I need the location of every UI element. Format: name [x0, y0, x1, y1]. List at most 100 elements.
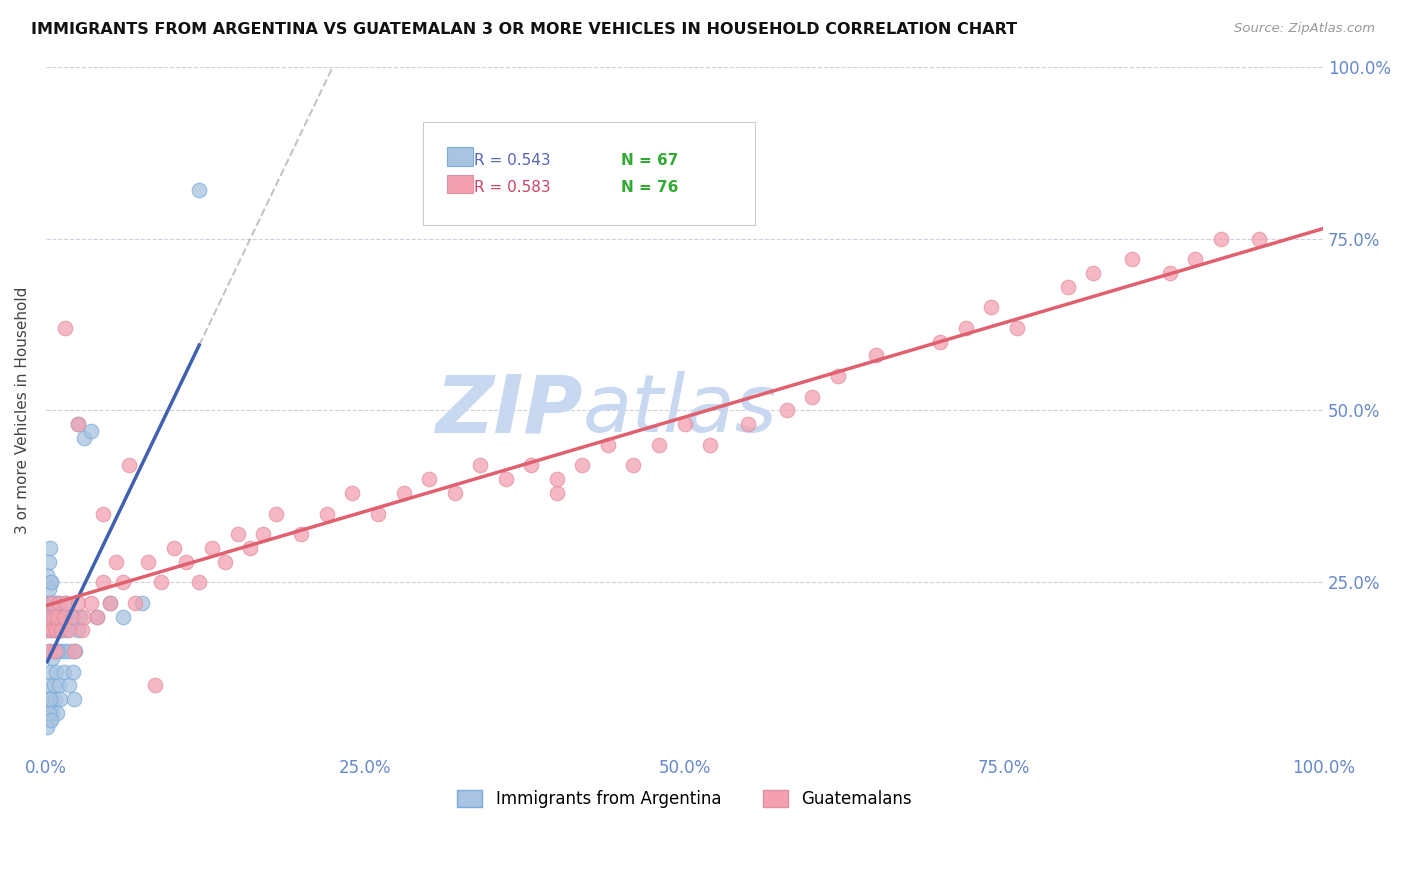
Point	[49, 644, 72, 658]
Point	[45, 624, 67, 638]
Point	[46, 706, 69, 720]
Point	[252, 527, 274, 541]
Point	[737, 417, 759, 432]
Point	[316, 507, 339, 521]
Point	[42, 678, 65, 692]
Point	[51, 624, 73, 638]
Point	[470, 458, 492, 473]
Point	[53, 596, 76, 610]
Point	[86, 609, 108, 624]
Point	[73, 431, 96, 445]
Point	[93, 507, 115, 521]
Point	[38, 609, 60, 624]
Point	[44, 692, 66, 706]
Point	[86, 609, 108, 624]
Point	[63, 692, 86, 706]
Point	[53, 321, 76, 335]
Point	[38, 665, 60, 679]
Point	[226, 527, 249, 541]
Point	[46, 644, 69, 658]
Point	[367, 507, 389, 521]
Point	[648, 438, 671, 452]
Point	[290, 527, 312, 541]
Point	[79, 424, 101, 438]
Y-axis label: 3 or more Vehicles in Household: 3 or more Vehicles in Household	[15, 286, 30, 534]
Point	[51, 624, 73, 638]
Point	[39, 699, 62, 714]
Point	[38, 644, 60, 658]
Point	[176, 555, 198, 569]
Point	[118, 458, 141, 473]
FancyBboxPatch shape	[447, 147, 472, 166]
Point	[673, 417, 696, 432]
Point	[66, 417, 89, 432]
Point	[38, 644, 60, 658]
Point	[827, 369, 849, 384]
Point	[45, 624, 67, 638]
Point	[105, 555, 128, 569]
Point	[136, 555, 159, 569]
Point	[188, 183, 211, 197]
Point	[546, 472, 568, 486]
Point	[52, 665, 75, 679]
Point	[44, 624, 66, 638]
Point	[1159, 266, 1181, 280]
Legend: Immigrants from Argentina, Guatemalans: Immigrants from Argentina, Guatemalans	[451, 783, 918, 814]
Point	[93, 575, 115, 590]
Point	[980, 300, 1002, 314]
Point	[418, 472, 440, 486]
Text: N = 76: N = 76	[620, 180, 678, 195]
Point	[955, 321, 977, 335]
Point	[66, 596, 89, 610]
Text: R = 0.583: R = 0.583	[474, 180, 550, 195]
Point	[41, 609, 63, 624]
Point	[60, 609, 83, 624]
Point	[1056, 279, 1078, 293]
Point	[39, 596, 62, 610]
Point	[38, 706, 60, 720]
FancyBboxPatch shape	[447, 175, 472, 194]
Point	[69, 609, 91, 624]
Point	[443, 486, 465, 500]
Point	[37, 678, 59, 692]
Point	[58, 678, 80, 692]
Point	[143, 678, 166, 692]
Point	[38, 609, 60, 624]
Point	[73, 609, 96, 624]
Point	[571, 458, 593, 473]
Point	[596, 438, 619, 452]
Point	[63, 644, 86, 658]
Point	[38, 596, 60, 610]
Point	[38, 541, 60, 555]
Point	[37, 624, 59, 638]
Point	[48, 678, 70, 692]
Point	[48, 609, 70, 624]
Point	[52, 609, 75, 624]
Point	[188, 575, 211, 590]
Point	[38, 582, 60, 597]
Text: N = 67: N = 67	[620, 153, 678, 168]
Point	[865, 348, 887, 362]
Text: atlas: atlas	[582, 371, 778, 450]
Point	[42, 609, 65, 624]
Point	[45, 665, 67, 679]
Point	[46, 596, 69, 610]
Point	[53, 644, 76, 658]
Point	[131, 596, 153, 610]
Point	[38, 692, 60, 706]
Point	[1209, 231, 1232, 245]
Point	[264, 507, 287, 521]
Point	[60, 609, 83, 624]
Point	[41, 596, 63, 610]
Point	[623, 458, 645, 473]
Point	[44, 644, 66, 658]
Text: IMMIGRANTS FROM ARGENTINA VS GUATEMALAN 3 OR MORE VEHICLES IN HOUSEHOLD CORRELAT: IMMIGRANTS FROM ARGENTINA VS GUATEMALAN …	[31, 22, 1017, 37]
Point	[60, 609, 83, 624]
Point	[38, 692, 60, 706]
Point	[546, 486, 568, 500]
Point	[214, 555, 236, 569]
Point	[495, 472, 517, 486]
Point	[342, 486, 364, 500]
Point	[38, 596, 60, 610]
Point	[51, 609, 73, 624]
